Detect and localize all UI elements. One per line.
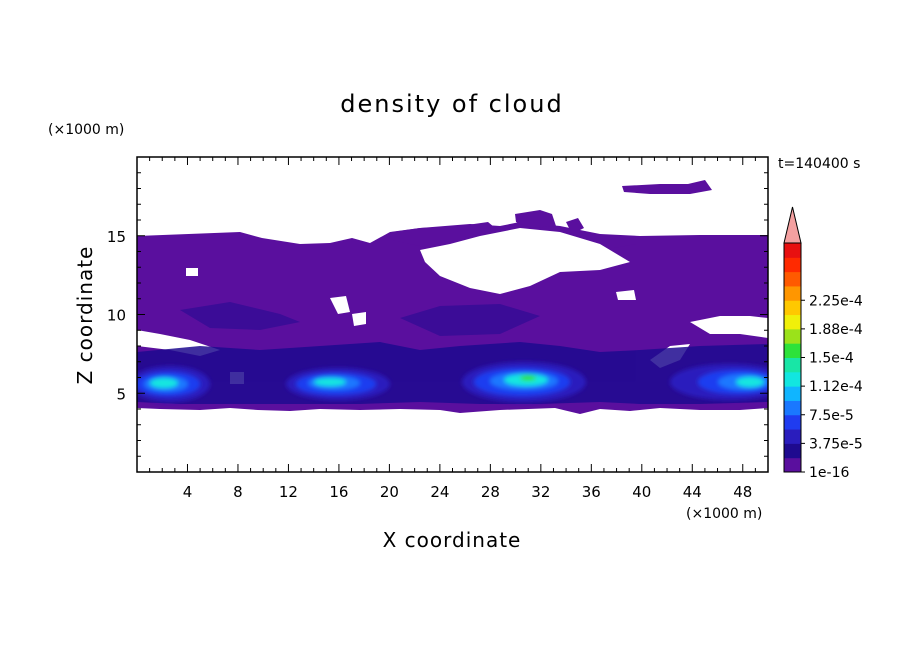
colorbar-label: 2.25e-4 bbox=[809, 293, 863, 309]
x-tick-label: 12 bbox=[279, 483, 298, 501]
core-3 bbox=[462, 362, 586, 402]
colorbar-label: 3.75e-5 bbox=[809, 436, 863, 452]
cloud-fragment-top1 bbox=[622, 180, 712, 194]
x-tick-label: 8 bbox=[233, 483, 243, 501]
cloud-fragment-top3 bbox=[392, 222, 500, 250]
x-tick-label: 40 bbox=[632, 483, 651, 501]
cloud-fragment-top5 bbox=[608, 236, 636, 248]
y-tick-label: 5 bbox=[116, 385, 126, 403]
colorbar-band bbox=[784, 314, 801, 330]
x-tick-label: 28 bbox=[481, 483, 500, 501]
chart-title: density of cloud bbox=[340, 90, 563, 118]
y-tick-label: 15 bbox=[107, 228, 126, 246]
x-tick-label: 24 bbox=[430, 483, 449, 501]
colorbar-label: 7.5e-5 bbox=[809, 408, 854, 424]
colorbar-label: 1.5e-4 bbox=[809, 351, 854, 367]
x-axis: 4 8 12 16 20 24 28 32 36 40 44 48 bbox=[149, 157, 756, 501]
colorbar-band bbox=[784, 257, 801, 273]
colorbar-band bbox=[784, 400, 801, 416]
x-tick-label: 16 bbox=[329, 483, 348, 501]
core-1 bbox=[137, 366, 210, 402]
colorbar-band bbox=[784, 343, 801, 358]
colorbar-label: 1e-16 bbox=[809, 465, 849, 481]
x-tick-label: 48 bbox=[733, 483, 752, 501]
colorbar-overflow-arrow bbox=[783, 206, 802, 244]
colorbar-band bbox=[784, 386, 801, 401]
x-tick-label: 4 bbox=[183, 483, 193, 501]
y-axis: 5 10 15 bbox=[107, 172, 768, 457]
x-axis-label: X coordinate bbox=[383, 528, 522, 552]
colorbar-band bbox=[784, 300, 801, 316]
core-2 bbox=[286, 368, 390, 400]
x-tick-label: 44 bbox=[683, 483, 702, 501]
x-unit-label: (×1000 m) bbox=[686, 506, 762, 522]
colorbar-label: 1.12e-4 bbox=[809, 379, 863, 395]
colorbar-band bbox=[784, 328, 801, 344]
time-label: t=140400 s bbox=[778, 156, 860, 172]
x-tick-label: 32 bbox=[531, 483, 550, 501]
plot-area bbox=[137, 180, 768, 414]
colorbar-band bbox=[784, 357, 801, 373]
cloud-fragment-top2 bbox=[515, 210, 556, 228]
colorbar-band bbox=[784, 429, 801, 444]
x-tick-label: 20 bbox=[380, 483, 399, 501]
y-tick-label: 10 bbox=[107, 307, 126, 325]
core-4 bbox=[670, 364, 768, 400]
cloud-fragment-top4 bbox=[566, 218, 584, 234]
y-unit-label: (×1000 m) bbox=[48, 122, 124, 138]
y-axis-label: Z coordinate bbox=[73, 246, 97, 385]
colorbar: 1e-16 3.75e-5 7.5e-5 1.12e-4 1.5e-4 1.88e-4 2.… bbox=[783, 206, 863, 481]
colorbar-band bbox=[784, 457, 801, 473]
x-tick-label: 36 bbox=[582, 483, 601, 501]
colorbar-band bbox=[784, 443, 801, 459]
colorbar-band bbox=[784, 285, 801, 301]
colorbar-label: 1.88e-4 bbox=[809, 322, 863, 338]
colorbar-band bbox=[784, 271, 801, 287]
colorbar-band bbox=[784, 414, 801, 430]
colorbar-band bbox=[784, 371, 801, 387]
colorbar-band bbox=[784, 243, 801, 258]
